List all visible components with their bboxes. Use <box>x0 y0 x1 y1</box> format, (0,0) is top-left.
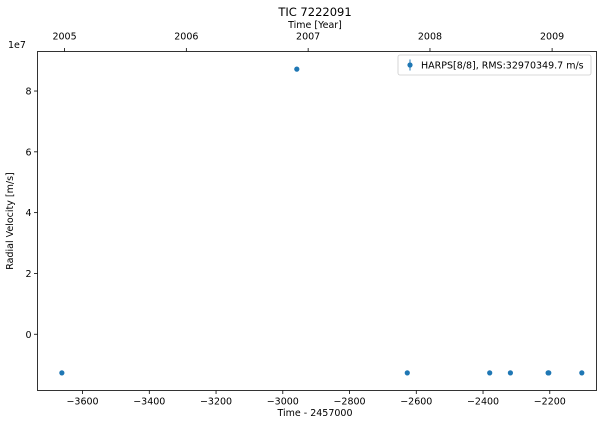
x-tick-label: −2600 <box>400 397 432 408</box>
x-tick-label: −3200 <box>200 397 232 408</box>
top-x-tick-label: 2005 <box>52 32 76 43</box>
data-point <box>507 370 513 376</box>
top-x-tick-label: 2007 <box>296 32 320 43</box>
chart-title: TIC 7222091 <box>277 5 351 19</box>
legend-marker <box>407 62 413 68</box>
x-tick-label: −3000 <box>267 397 299 408</box>
x-axis-label: Time - 2457000 <box>276 408 352 419</box>
plot-area <box>59 66 585 376</box>
data-point <box>404 370 410 376</box>
top-x-axis-label: Time [Year] <box>287 20 342 31</box>
x-tick-label: −3400 <box>133 397 165 408</box>
top-x-tick-label: 2006 <box>174 32 198 43</box>
y-axis-label: Radial Velocity [m/s] <box>5 172 16 269</box>
y-tick-label: 0 <box>25 330 31 341</box>
x-tick-label: −3600 <box>66 397 98 408</box>
top-x-tick-label: 2009 <box>540 32 564 43</box>
legend-box <box>397 54 592 76</box>
y-tick-label: 4 <box>25 208 31 219</box>
x-tick-label: −2200 <box>534 397 566 408</box>
y-tick-label: 6 <box>25 147 31 158</box>
plot-frame <box>37 51 597 391</box>
y-offset-label: 1e7 <box>8 40 26 51</box>
legend: HARPS[8/8], RMS:32970349.7 m/s <box>397 54 592 76</box>
data-point <box>59 370 65 376</box>
data-point <box>579 370 585 376</box>
data-point <box>487 370 493 376</box>
top-x-tick-label: 2008 <box>418 32 442 43</box>
y-tick-label: 2 <box>25 269 31 280</box>
x-tick-label: −2800 <box>333 397 365 408</box>
legend-label: HARPS[8/8], RMS:32970349.7 m/s <box>421 61 584 72</box>
y-tick-label: 8 <box>25 87 31 98</box>
x-tick-label: −2400 <box>467 397 499 408</box>
data-point <box>294 66 300 72</box>
data-point <box>546 370 552 376</box>
